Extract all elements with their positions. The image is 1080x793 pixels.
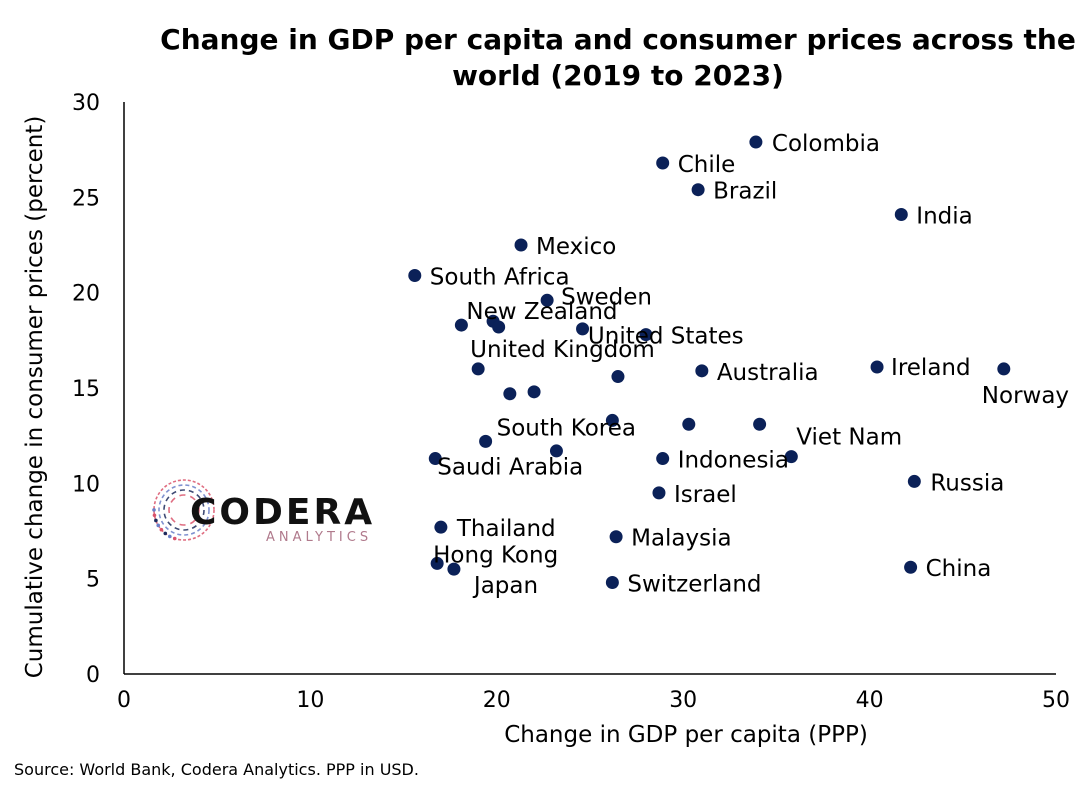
data-point	[549, 444, 563, 458]
data-point	[997, 362, 1011, 376]
data-point	[904, 560, 918, 574]
point-label: Chile	[678, 152, 736, 178]
y-tick-label: 5	[86, 568, 100, 593]
data-point	[652, 486, 666, 500]
logo-ring	[158, 484, 210, 536]
logo-node	[172, 536, 177, 541]
data-point	[656, 452, 670, 466]
y-axis-title: Cumulative change in consumer prices (pe…	[22, 116, 48, 679]
data-point	[784, 450, 798, 464]
y-tick-label: 0	[86, 663, 100, 688]
data-point	[454, 318, 468, 332]
x-tick-label: 10	[296, 688, 324, 713]
x-tick-label: 0	[117, 688, 131, 713]
data-point	[479, 434, 493, 448]
chart-title-line-2: world (2019 to 2023)	[452, 59, 784, 92]
data-point	[656, 156, 670, 170]
chart-title-line-1: Change in GDP per capita and consumer pr…	[160, 23, 1076, 56]
data-points	[408, 135, 1011, 589]
data-point	[605, 575, 619, 589]
logo-node	[167, 534, 172, 539]
point-label: Indonesia	[678, 448, 789, 474]
data-point	[753, 417, 767, 431]
point-label: Australia	[717, 360, 819, 386]
data-point	[503, 387, 517, 401]
data-point	[540, 293, 554, 307]
data-point	[907, 474, 921, 488]
point-label: Israel	[674, 482, 737, 508]
logo-node	[159, 527, 164, 532]
source-note: Source: World Bank, Codera Analytics. PP…	[14, 760, 419, 779]
point-label: Russia	[930, 470, 1004, 496]
logo-node	[152, 508, 156, 512]
data-point	[695, 364, 709, 378]
point-label: New Zealand	[466, 299, 617, 325]
data-point	[609, 530, 623, 544]
data-point	[428, 452, 442, 466]
logo-node	[154, 518, 158, 523]
logo-node	[156, 523, 161, 528]
axes	[123, 102, 1056, 675]
point-label: Hong Kong	[433, 542, 558, 568]
point-label: Mexico	[536, 234, 616, 260]
point-label: Norway	[982, 383, 1069, 409]
data-point	[605, 413, 619, 427]
data-point	[870, 360, 884, 374]
point-label: Ireland	[891, 355, 971, 381]
point-label: Malaysia	[631, 526, 732, 552]
point-label: Switzerland	[627, 571, 761, 597]
logo-wordmark: CODERA	[190, 492, 375, 533]
data-point	[894, 207, 908, 221]
data-point	[514, 238, 528, 252]
point-label: Brazil	[713, 179, 777, 205]
point-label: South Africa	[430, 265, 570, 291]
y-tick-label: 30	[72, 91, 100, 116]
y-tick-label: 20	[72, 282, 100, 307]
y-tick-label: 25	[72, 186, 100, 211]
x-tick-label: 40	[856, 688, 884, 713]
data-point	[527, 385, 541, 399]
point-label: Sweden	[561, 284, 652, 310]
logo-ring	[153, 479, 215, 541]
data-point	[749, 135, 763, 149]
data-point	[639, 328, 653, 342]
logo-subtitle: ANALYTICS	[266, 530, 372, 545]
point-label: Japan	[472, 573, 538, 599]
point-label: India	[916, 203, 972, 229]
logo-node	[163, 531, 168, 536]
data-point	[691, 183, 705, 197]
point-label: United Kingdom	[470, 337, 655, 363]
x-axis-title: Change in GDP per capita (PPP)	[504, 722, 868, 748]
data-point	[576, 322, 590, 336]
data-point	[447, 562, 461, 576]
point-label: South Korea	[497, 415, 636, 441]
data-point	[611, 370, 625, 384]
logo-node	[152, 513, 157, 518]
point-label: United States	[588, 324, 744, 350]
point-label: Saudi Arabia	[437, 455, 583, 481]
y-tick-label: 15	[72, 377, 100, 402]
y-tick-label: 10	[72, 472, 100, 497]
codera-logo-mark	[152, 479, 215, 541]
tick-labels: 0 10 20 30 40 50 0 5 10 15 20 25 30	[72, 91, 1070, 713]
data-point	[408, 269, 422, 283]
logo-ring	[168, 494, 200, 526]
x-tick-label: 20	[483, 688, 511, 713]
data-point	[434, 520, 448, 534]
data-point	[492, 320, 506, 334]
logo-ring	[163, 489, 205, 531]
data-point	[471, 362, 485, 376]
point-label: Viet Nam	[796, 425, 902, 451]
data-point	[682, 417, 696, 431]
point-label: China	[926, 556, 992, 582]
codera-logo: CODERA ANALYTICS	[152, 479, 375, 545]
data-point	[430, 556, 444, 570]
x-tick-label: 30	[669, 688, 697, 713]
point-label: Thailand	[456, 516, 556, 542]
point-label: Colombia	[772, 131, 880, 157]
x-tick-label: 50	[1042, 688, 1070, 713]
